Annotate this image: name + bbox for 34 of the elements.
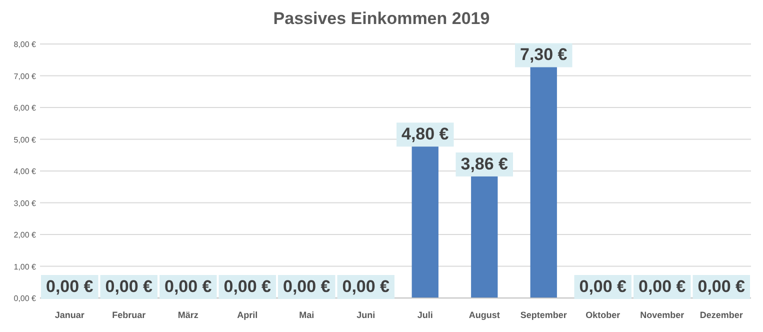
- data-label: 0,00 €: [698, 277, 746, 296]
- data-label: 0,00 €: [638, 277, 686, 296]
- y-tick-label: 5,00 €: [14, 135, 37, 144]
- data-label: 0,00 €: [342, 277, 390, 296]
- x-tick-label: Juni: [356, 310, 376, 320]
- x-tick-label: November: [640, 310, 685, 320]
- data-label: 0,00 €: [224, 277, 272, 296]
- x-tick-label: Mai: [299, 310, 314, 320]
- y-tick-label: 4,00 €: [14, 167, 37, 176]
- y-tick-label: 6,00 €: [14, 104, 37, 112]
- y-tick-label: 8,00 €: [14, 40, 37, 49]
- x-tick-label: Juli: [417, 310, 433, 320]
- data-label: 0,00 €: [46, 277, 94, 296]
- x-tick-label: April: [237, 310, 258, 320]
- x-tick-label: Dezember: [700, 310, 744, 320]
- y-tick-label: 2,00 €: [14, 230, 37, 240]
- y-tick-label: 3,00 €: [14, 198, 37, 208]
- data-label: 0,00 €: [105, 277, 154, 296]
- data-label: 4,80 €: [401, 124, 450, 144]
- x-tick-label: August: [468, 310, 500, 320]
- data-label: 0,00 €: [282, 277, 331, 296]
- chart-title: Passives Einkommen 2019: [273, 9, 490, 28]
- data-label: 3,86 €: [460, 154, 509, 174]
- x-tick-label: März: [178, 310, 199, 320]
- y-tick-label: 0,00 €: [14, 294, 37, 303]
- y-tick-label: 7,00 €: [14, 72, 37, 81]
- y-tick-label: 1,00 €: [14, 262, 37, 272]
- x-tick-label: Oktober: [586, 310, 621, 320]
- x-tick-label: Februar: [112, 310, 146, 320]
- x-tick-label: September: [520, 310, 568, 320]
- data-label: 0,00 €: [164, 277, 212, 296]
- data-label: 7,30 €: [520, 45, 568, 64]
- data-label: 0,00 €: [579, 277, 628, 296]
- x-tick-label: Januar: [54, 310, 85, 320]
